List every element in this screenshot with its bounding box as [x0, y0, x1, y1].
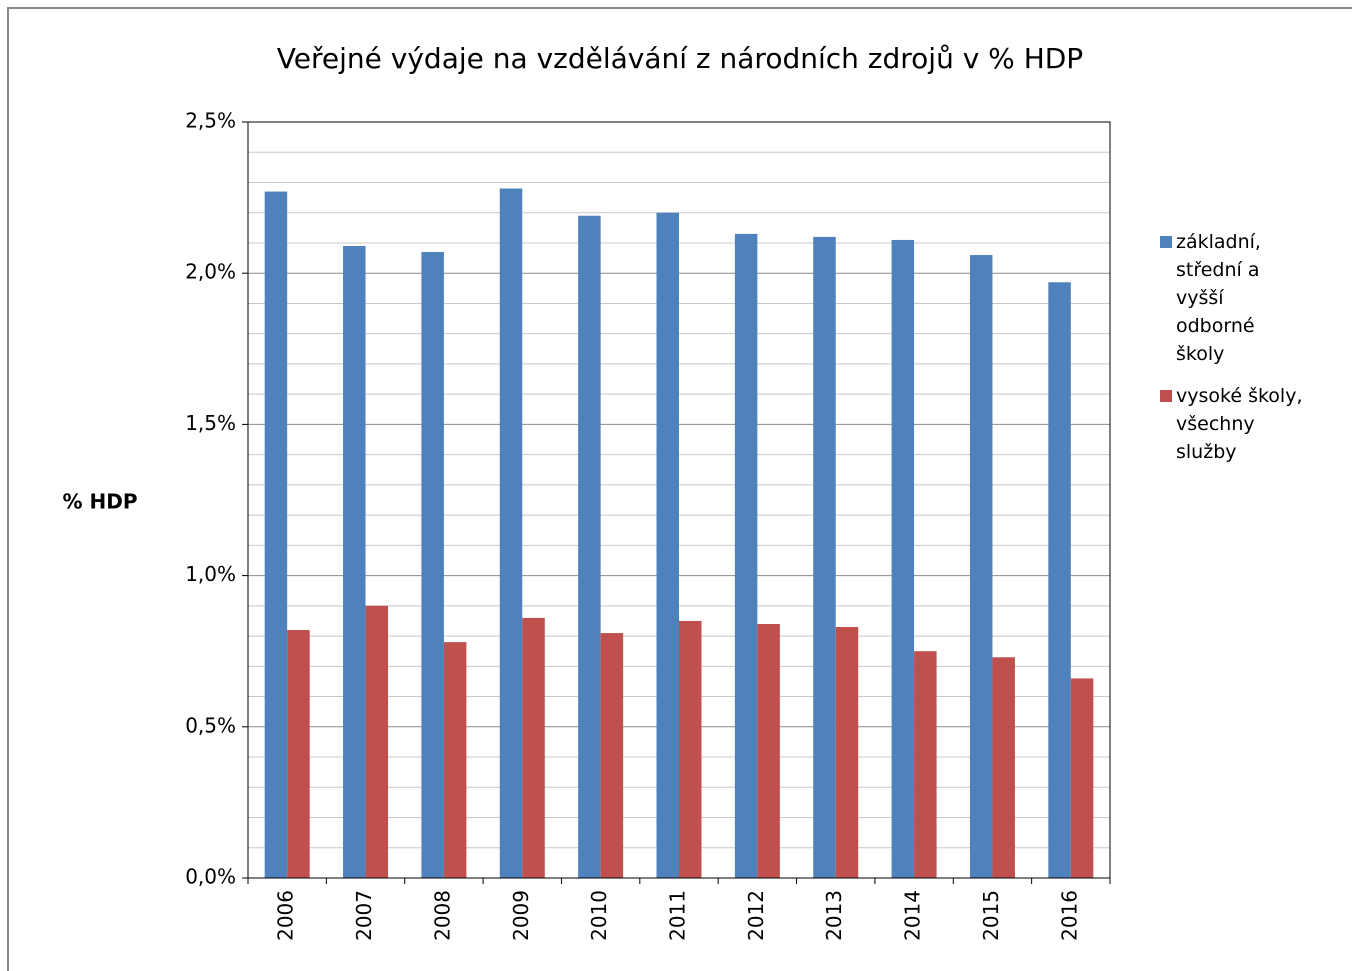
x-tick-label: 2009	[509, 890, 533, 941]
bar	[891, 239, 915, 878]
bar	[835, 627, 859, 878]
y-tick-label: 0,0%	[185, 865, 236, 889]
bar	[600, 633, 624, 878]
chart-title: Veřejné výdaje na vzdělávání z národních…	[277, 42, 1083, 75]
x-tick-label: 2012	[744, 890, 768, 941]
x-tick-label: 2013	[822, 890, 846, 941]
bar	[1048, 282, 1071, 879]
y-axis-label: % HDP	[63, 490, 138, 514]
x-tick-label: 2015	[979, 890, 1003, 941]
bar	[264, 191, 288, 878]
x-tick-label: 2016	[1057, 890, 1081, 941]
legend-swatch	[1160, 390, 1172, 402]
y-tick-label: 0,5%	[185, 713, 236, 737]
bar	[365, 605, 389, 878]
legend: základní, střední a vyšší odborné školy v…	[1160, 228, 1310, 480]
x-tick-label: 2007	[352, 890, 376, 941]
legend-swatch	[1160, 236, 1172, 248]
bar	[992, 657, 1015, 878]
y-tick-label: 1,0%	[185, 562, 236, 586]
bar	[499, 188, 523, 878]
bar	[914, 651, 937, 878]
bar	[578, 215, 601, 878]
chart-frame	[7, 7, 1352, 971]
bar	[757, 623, 780, 878]
bar	[734, 233, 758, 878]
bar	[656, 212, 679, 879]
bar	[679, 620, 702, 878]
bar	[522, 617, 545, 878]
x-tick-label: 2008	[430, 890, 454, 941]
bar	[343, 245, 366, 878]
bar	[813, 236, 836, 879]
plot-border	[247, 121, 1111, 879]
bar	[287, 630, 310, 878]
y-tick-label: 2,0%	[185, 260, 236, 284]
x-tick-label: 2011	[666, 890, 690, 941]
legend-item: vysoké školy, všechny služby	[1160, 382, 1310, 466]
legend-label: vysoké školy, všechny služby	[1176, 385, 1303, 463]
x-tick-label: 2014	[901, 890, 925, 941]
x-tick-label: 2006	[274, 890, 298, 941]
x-tick-label: 2010	[587, 890, 611, 941]
y-tick-label: 1,5%	[185, 411, 236, 435]
legend-item: základní, střední a vyšší odborné školy	[1160, 228, 1310, 368]
bar	[1070, 678, 1094, 878]
y-tick-label: 2,5%	[185, 109, 236, 133]
bar	[421, 252, 444, 879]
bar	[443, 642, 467, 878]
bar	[969, 255, 993, 878]
legend-label: základní, střední a vyšší odborné školy	[1176, 231, 1261, 365]
